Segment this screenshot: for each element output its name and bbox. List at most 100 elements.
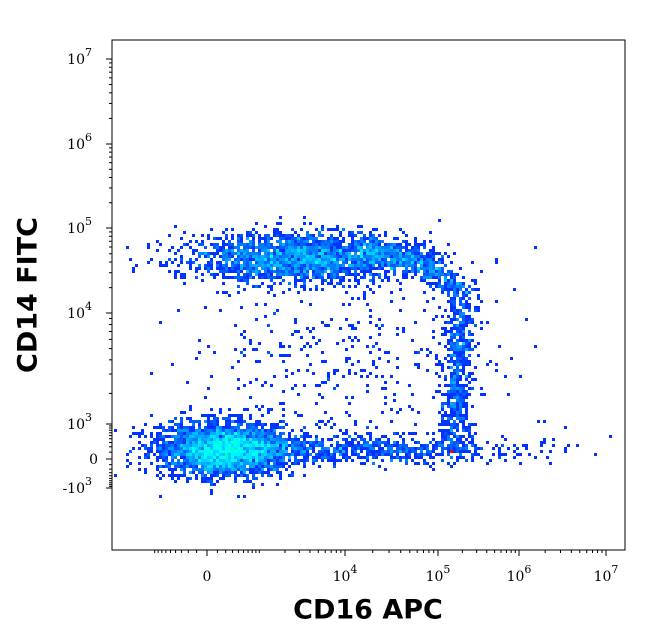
density-cell <box>294 279 297 282</box>
density-cell <box>474 345 477 348</box>
density-cell <box>198 438 201 441</box>
density-cell <box>249 423 252 426</box>
density-cell <box>480 393 483 396</box>
density-cell <box>372 279 375 282</box>
density-cell <box>210 420 213 423</box>
density-cell <box>459 393 462 396</box>
density-cell <box>327 375 330 378</box>
density-cell <box>189 408 192 411</box>
density-cell <box>189 477 192 480</box>
density-cell <box>417 366 420 369</box>
density-cell <box>462 276 465 279</box>
density-cell <box>255 348 258 351</box>
density-cell <box>336 444 339 447</box>
density-cell <box>411 252 414 255</box>
density-cell <box>405 447 408 450</box>
density-cell <box>381 249 384 252</box>
density-cell <box>426 453 429 456</box>
density-cell <box>279 342 282 345</box>
density-cell <box>501 453 504 456</box>
density-cell <box>462 444 465 447</box>
density-cell <box>537 420 540 423</box>
density-cell <box>261 432 264 435</box>
density-cell <box>129 450 132 453</box>
density-cell <box>261 249 264 252</box>
density-cell <box>264 303 267 306</box>
density-cell <box>378 285 381 288</box>
density-cell <box>276 264 279 267</box>
density-cell <box>207 267 210 270</box>
density-cell <box>387 270 390 273</box>
density-cell <box>219 249 222 252</box>
density-cell <box>237 468 240 471</box>
density-cell <box>450 276 453 279</box>
density-cell <box>414 252 417 255</box>
density-cell <box>177 477 180 480</box>
density-cell <box>249 462 252 465</box>
density-cell <box>240 270 243 273</box>
density-cell <box>429 282 432 285</box>
density-cell <box>396 357 399 360</box>
density-cell <box>402 297 405 300</box>
density-cell <box>243 258 246 261</box>
density-cell <box>402 456 405 459</box>
density-cell <box>249 342 252 345</box>
density-cell <box>252 447 255 450</box>
density-cell <box>204 246 207 249</box>
density-cell <box>366 258 369 261</box>
density-cell <box>252 252 255 255</box>
density-cell <box>336 459 339 462</box>
density-cell <box>213 456 216 459</box>
density-cell <box>273 246 276 249</box>
density-cell <box>423 246 426 249</box>
density-cell <box>282 261 285 264</box>
density-cell <box>318 258 321 261</box>
density-cell <box>207 387 210 390</box>
density-cell <box>276 252 279 255</box>
density-cell <box>129 435 132 438</box>
density-cell <box>186 381 189 384</box>
density-cell <box>327 249 330 252</box>
density-cell <box>438 279 441 282</box>
density-cell <box>243 243 246 246</box>
density-cell <box>159 447 162 450</box>
density-cell <box>261 282 264 285</box>
density-cell <box>282 447 285 450</box>
density-cell <box>339 267 342 270</box>
density-cell <box>459 348 462 351</box>
density-cell <box>564 447 567 450</box>
density-cell <box>402 252 405 255</box>
density-cell <box>399 249 402 252</box>
density-cell <box>174 462 177 465</box>
density-cell <box>366 444 369 447</box>
density-cell <box>231 255 234 258</box>
density-cell <box>318 420 321 423</box>
density-cell <box>429 267 432 270</box>
density-cell <box>270 354 273 357</box>
density-cell <box>264 441 267 444</box>
density-cell <box>276 309 279 312</box>
density-cell <box>237 267 240 270</box>
density-cell <box>354 444 357 447</box>
density-cell <box>318 243 321 246</box>
density-cell <box>339 327 342 330</box>
density-cell <box>279 255 282 258</box>
density-cell <box>303 273 306 276</box>
density-cell <box>285 450 288 453</box>
density-cell <box>447 429 450 432</box>
density-cell <box>468 345 471 348</box>
density-cell <box>300 243 303 246</box>
density-cell <box>486 462 489 465</box>
density-cell <box>261 468 264 471</box>
density-cell <box>444 447 447 450</box>
density-cell <box>546 456 549 459</box>
density-cell <box>468 360 471 363</box>
density-cell <box>303 258 306 261</box>
density-cell <box>267 444 270 447</box>
density-cell <box>282 264 285 267</box>
density-cell <box>210 438 213 441</box>
density-cell <box>405 234 408 237</box>
density-cell <box>360 231 363 234</box>
density-cell <box>303 240 306 243</box>
density-cell <box>258 408 261 411</box>
